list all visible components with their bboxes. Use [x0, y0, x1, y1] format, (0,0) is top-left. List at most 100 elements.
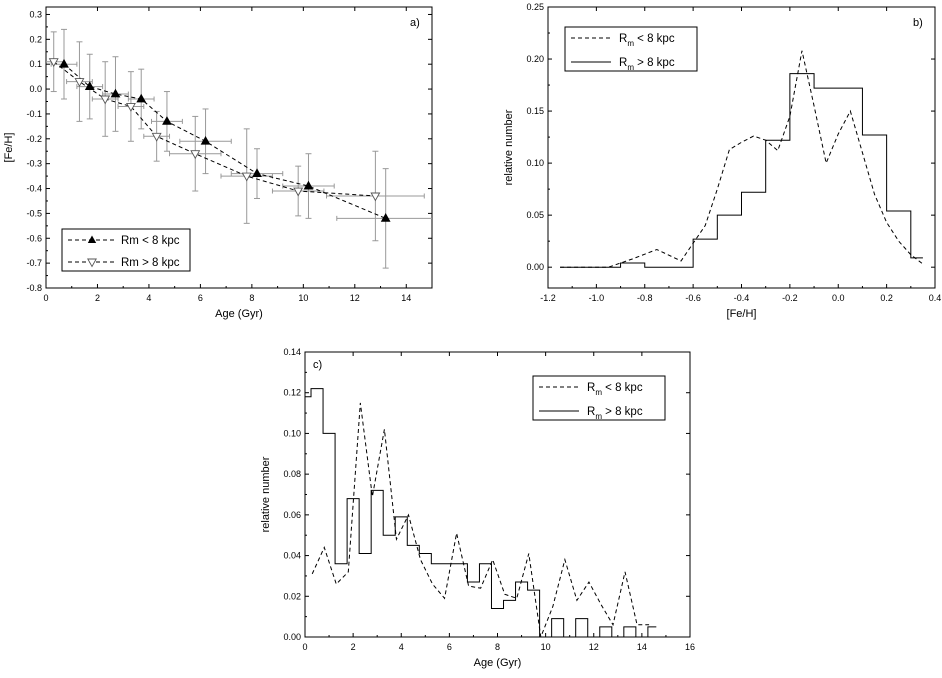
- x-tick-label: 0: [302, 642, 307, 652]
- x-tick-label: 14: [401, 293, 411, 303]
- x-tick-label: 2: [351, 642, 356, 652]
- y-tick-label: 0.10: [283, 428, 301, 438]
- data-point-open-triangle: [48, 58, 59, 68]
- legend-label: Rm > 8 kpc: [121, 257, 180, 269]
- data-point-filled-triangle: [380, 213, 391, 222]
- y-tick-label: 0.08: [283, 469, 301, 479]
- x-tick-label: 4: [399, 642, 404, 652]
- legend-marker-open-triangle: [87, 258, 97, 268]
- data-point-open-triangle: [125, 103, 136, 112]
- x-tick-label: 16: [685, 642, 695, 652]
- y-axis-label: relative number: [260, 456, 272, 532]
- series-line-dashed: [53, 61, 376, 197]
- x-tick-label: 0.4: [929, 293, 942, 303]
- plot-area: [46, 28, 432, 269]
- y-tick-label: 0.04: [283, 551, 301, 561]
- legend-label: Rm > 8 kpc: [587, 406, 643, 421]
- data-point-filled-triangle: [136, 93, 147, 103]
- data-point-filled-triangle: [200, 135, 211, 145]
- x-tick-label: 12: [589, 642, 599, 652]
- x-tick-label: 0.2: [880, 293, 893, 303]
- panel-2: 0 2 4 6 8 10 12 14 16 0.00 0.02 0.04 0.06 0.08 0.10 0.1…: [260, 347, 695, 669]
- data-point-open-triangle: [241, 172, 252, 182]
- y-tick-label: 0.0: [29, 84, 42, 94]
- data-point-open-triangle: [370, 192, 381, 202]
- x-tick-label: 0: [43, 293, 48, 303]
- panel-0: 0 2 4 6 8 10 12 14 -0.8 -0.7 -0.6 -0.5 -0.4 -0.3 -0.2 -…: [3, 6, 433, 320]
- y-tick-label: 0.12: [283, 388, 301, 398]
- x-tick-label: -0.8: [637, 293, 653, 303]
- series-line-step: [560, 73, 923, 268]
- panel-label: a): [410, 17, 420, 29]
- y-tick-label: 0.06: [283, 510, 301, 520]
- y-tick-label: 0.20: [526, 54, 544, 64]
- plot-area: [560, 50, 924, 268]
- x-tick-label: 12: [350, 293, 360, 303]
- panel-1: -1.2 -1.0 -0.8 -0.6 -0.4 -0.2 0.0 0.2 0.4 0.00 0.0…: [503, 2, 941, 320]
- series-line-step: [305, 388, 657, 637]
- data-point-filled-triangle: [162, 116, 172, 125]
- x-tick-label: 14: [637, 642, 647, 652]
- plot-area: [305, 388, 657, 637]
- x-tick-label: 10: [298, 293, 308, 303]
- panel-label: c): [313, 359, 322, 371]
- y-tick-label: 0.3: [29, 9, 42, 19]
- y-tick-label: 0.00: [283, 632, 301, 642]
- plot-frame: [45, 6, 433, 289]
- series-line-dashed: [560, 50, 924, 268]
- legend-box: [564, 26, 698, 72]
- panel-label: b): [913, 17, 923, 29]
- data-point-open-triangle: [74, 78, 85, 88]
- y-tick-label: -0.3: [26, 159, 42, 169]
- x-tick-label: 8: [249, 293, 254, 303]
- y-tick-label: 0.2: [29, 34, 42, 44]
- legend: Rm < 8 kpc Rm > 8 kpc: [564, 26, 698, 72]
- y-tick-label: 0.02: [283, 591, 301, 601]
- x-tick-label: 0.0: [832, 293, 845, 303]
- data-point-filled-triangle: [110, 88, 121, 98]
- x-tick-label: 10: [541, 642, 551, 652]
- x-tick-label: -0.2: [782, 293, 798, 303]
- x-tick-label: 2: [95, 293, 100, 303]
- y-tick-label: -0.1: [26, 109, 42, 119]
- data-point-open-triangle: [100, 95, 111, 105]
- x-tick-label: 6: [198, 293, 203, 303]
- legend-label: Rm < 8 kpc: [121, 235, 180, 247]
- x-tick-label: -1.2: [540, 293, 556, 303]
- y-tick-label: -0.2: [26, 134, 42, 144]
- data-point-open-triangle: [190, 150, 201, 160]
- data-point-filled-triangle: [59, 58, 69, 68]
- x-axis-label: Age (Gyr): [474, 657, 522, 669]
- x-tick-label: 6: [447, 642, 452, 652]
- y-axis-label: [Fe/H]: [3, 133, 15, 163]
- y-tick-label: -0.5: [26, 208, 42, 218]
- legend-box: [532, 375, 666, 421]
- data-point-open-triangle: [151, 132, 162, 142]
- y-tick-label: 0.15: [526, 106, 544, 116]
- legend: Rm < 8 kpc Rm > 8 kpc: [532, 375, 666, 421]
- x-axis-label: Age (Gyr): [215, 308, 263, 320]
- legend-box: [61, 228, 191, 272]
- y-tick-label: -0.8: [26, 283, 42, 293]
- x-tick-label: -1.0: [589, 293, 605, 303]
- y-tick-label: 0.00: [526, 262, 544, 272]
- y-tick-label: -0.7: [26, 258, 42, 268]
- y-tick-label: -0.6: [26, 233, 42, 243]
- data-point-filled-triangle: [252, 168, 262, 178]
- x-tick-label: -0.4: [734, 293, 750, 303]
- x-tick-label: 4: [146, 293, 151, 303]
- legend-marker-filled-triangle: [87, 235, 97, 243]
- data-point-filled-triangle: [303, 180, 314, 190]
- y-tick-label: 0.10: [526, 158, 544, 168]
- y-tick-label: 0.1: [29, 59, 42, 69]
- y-tick-label: 0.14: [283, 347, 301, 357]
- x-tick-label: 8: [495, 642, 500, 652]
- x-axis-label: [Fe/H]: [727, 308, 757, 320]
- legend: Rm < 8 kpc Rm > 8 kpc: [61, 228, 191, 272]
- series-line-dashed: [311, 402, 650, 637]
- legend-label: Rm < 8 kpc: [587, 382, 643, 397]
- legend-label: Rm < 8 kpc: [619, 33, 675, 48]
- y-tick-label: 0.25: [526, 2, 544, 12]
- y-tick-label: 0.05: [526, 210, 544, 220]
